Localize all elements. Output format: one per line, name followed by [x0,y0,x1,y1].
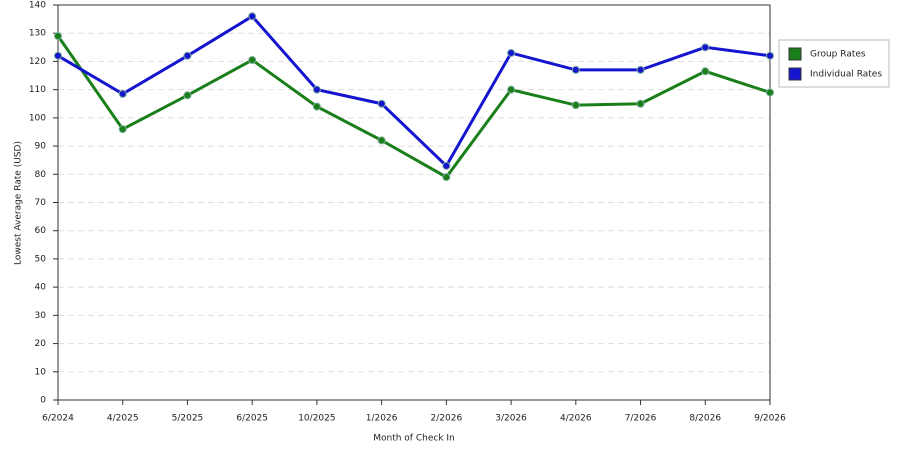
point [118,89,127,98]
legend-swatch [788,67,802,81]
point [54,32,62,41]
point [183,51,192,60]
legend-label: Group Rates [810,50,866,60]
y-tick-label: 80 [35,170,47,180]
y-tick-label: 140 [29,1,46,11]
x-tick-label: 3/2026 [495,414,527,424]
y-tick-label: 40 [35,283,47,293]
x-tick-label: 9/2026 [754,414,786,424]
y-axis-label: Lowest Average Rate (USD) [14,141,24,265]
point [183,91,192,100]
y-tick-label: 70 [35,198,47,208]
point [248,12,257,21]
point [442,161,451,170]
y-tick-label: 20 [35,339,47,349]
y-tick-label: 100 [29,113,46,123]
y-tick-label: 30 [35,311,47,321]
point [507,85,516,94]
point [377,136,386,145]
point [54,51,62,60]
point [766,88,774,97]
point [766,51,774,60]
point [571,101,580,110]
x-tick-label: 4/2025 [107,414,139,424]
point [118,125,127,134]
point [312,85,321,94]
y-tick-label: 90 [35,142,47,152]
series-line [56,35,771,180]
x-tick-label: 10/2025 [298,414,335,424]
point [701,67,710,76]
legend-label: Individual Rates [810,70,882,80]
x-axis-label: Month of Check In [373,434,455,444]
point [248,56,257,65]
x-tick-label: 8/2026 [689,414,721,424]
y-tick-label: 60 [35,226,47,236]
x-tick-label: 2/2026 [431,414,463,424]
series-line [57,14,771,169]
x-tick-label: 4/2026 [560,414,592,424]
point [507,48,516,57]
point [571,65,580,74]
point [377,99,386,108]
x-tick-label: 7/2026 [625,414,657,424]
x-tick-label: 6/2025 [236,414,268,424]
point [701,43,710,52]
y-tick-label: 120 [29,57,46,67]
point [636,65,645,74]
y-tick-label: 50 [35,254,47,264]
x-tick-label: 6/2024 [42,414,74,424]
point [442,173,451,182]
plot-frame [57,4,771,401]
y-tick-label: 10 [35,367,47,377]
point [312,102,321,111]
x-tick-label: 1/2026 [366,414,398,424]
y-tick-label: 110 [29,85,46,95]
point [636,99,645,108]
legend-swatch [788,47,802,61]
x-tick-label: 5/2025 [172,414,204,424]
y-tick-label: 130 [29,29,46,39]
y-tick-label: 0 [40,396,46,406]
